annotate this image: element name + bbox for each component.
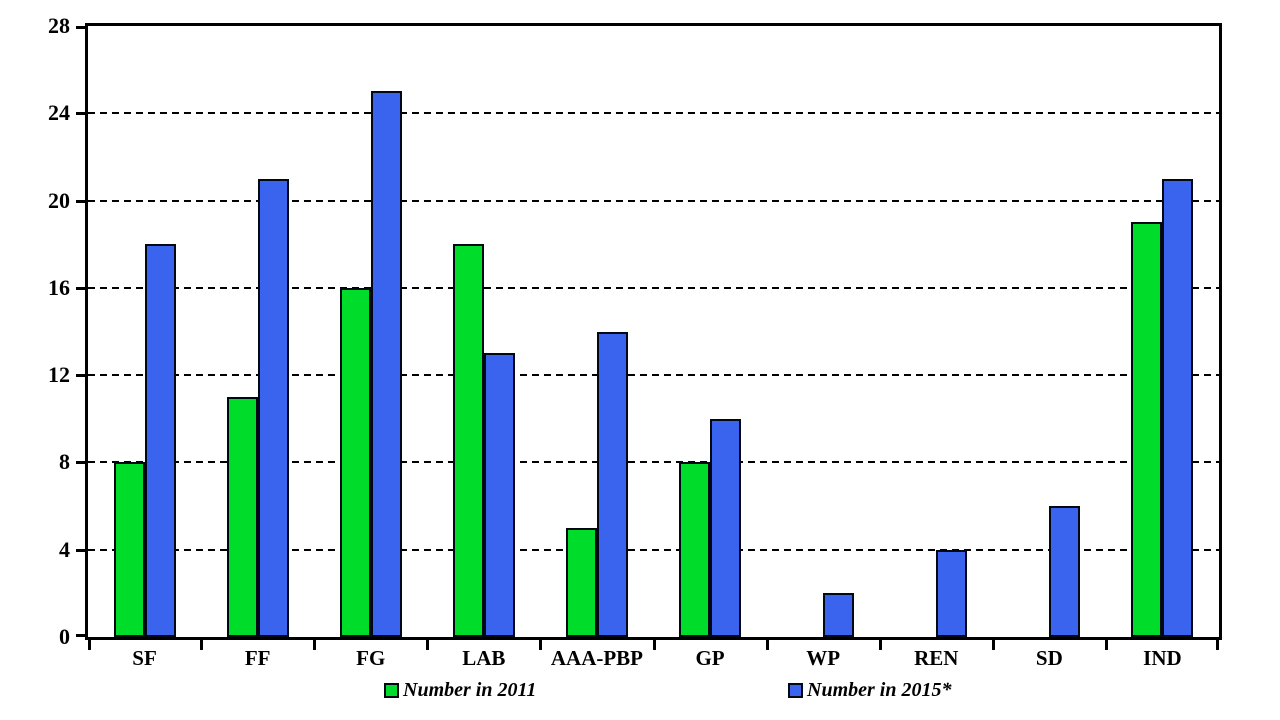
y-axis-label-20: 20: [48, 187, 70, 213]
x-axis-tick-9: [1104, 640, 1108, 650]
y-axis-tick-4: [76, 548, 85, 552]
y-axis-tick-24: [76, 112, 85, 116]
bar-2011-gp: [679, 462, 711, 637]
gridline-20: [88, 199, 1219, 202]
gridline-12: [88, 374, 1219, 377]
bar-2015-fg: [370, 91, 402, 637]
x-axis-tick-5: [652, 640, 656, 650]
x-axis-label-lab: LAB: [462, 646, 506, 670]
y-axis-tick-12: [76, 374, 85, 378]
x-axis-tick-2: [313, 640, 317, 650]
y-axis-label-24: 24: [48, 100, 70, 126]
x-axis-tick-4: [539, 640, 543, 650]
x-axis-label-fg: FG: [356, 646, 386, 670]
y-axis-label-4: 4: [59, 536, 70, 562]
x-axis-tick-7: [878, 640, 882, 650]
x-axis-tick-8: [991, 640, 995, 650]
x-axis-label-sf: SF: [132, 646, 157, 670]
x-axis-tick-10: [1216, 640, 1219, 650]
x-axis-label-sd: SD: [1035, 646, 1063, 670]
legend-swatch-2011: [384, 682, 399, 698]
y-axis-label-16: 16: [48, 274, 70, 300]
plot-area: 0 4 8 12 16 20 24 28 SF FF FG LAB AAA-PBP GP WP REN SD IN…: [48, 13, 1222, 670]
bar-2015-ren: [936, 549, 968, 637]
y-axis-tick-20: [76, 199, 85, 203]
legend-label-2015: Number in 2015*: [807, 679, 952, 701]
x-axis-label-wp: WP: [806, 646, 841, 670]
legend-item-2011: Number in 2011: [384, 679, 536, 701]
y-axis-label-8: 8: [59, 449, 70, 475]
gridline-24: [88, 112, 1219, 115]
x-axis-tick-6: [765, 640, 769, 650]
y-axis-label-12: 12: [48, 362, 70, 388]
bar-2011-sf: [113, 462, 145, 637]
bar-2015-sd: [1049, 506, 1081, 637]
bar-2011-lab: [452, 244, 484, 637]
bar-2015-lab: [483, 353, 515, 637]
x-axis-label-gp: GP: [695, 646, 725, 670]
y-axis-label-0: 0: [59, 624, 70, 649]
x-axis-tick-0: [88, 640, 91, 650]
y-axis-tick-16: [76, 286, 85, 290]
x-axis-label-ff: FF: [244, 646, 271, 670]
legend-swatch-2015: [788, 682, 803, 698]
bar-2015-gp: [710, 418, 742, 637]
bar-2011-ff: [226, 396, 258, 637]
bar-2015-sf: [144, 244, 176, 637]
x-axis-label-ren: REN: [914, 646, 959, 670]
x-axis-label-aaa-pbp: AAA-PBP: [550, 646, 644, 670]
x-axis-tick-3: [426, 640, 430, 650]
x-axis-tick-1: [200, 640, 204, 650]
gridline-16: [88, 286, 1219, 289]
gridline-4: [88, 548, 1219, 551]
x-axis-label-ind: IND: [1143, 646, 1182, 670]
y-axis-tick-8: [76, 461, 85, 465]
legend-label-2011: Number in 2011: [403, 679, 537, 701]
bar-2015-ind: [1162, 178, 1194, 637]
y-axis-label-28: 28: [48, 13, 70, 38]
bar-2011-fg: [339, 287, 371, 637]
legend-item-2015: Number in 2015*: [788, 679, 951, 701]
bar-2015-ff: [257, 178, 289, 637]
bar-2015-aaa-pbp: [596, 331, 628, 637]
bar-2011-aaa-pbp: [565, 527, 597, 637]
bar-2011-ind: [1131, 222, 1163, 637]
y-axis-tick-28: [76, 26, 85, 29]
y-axis-tick-0: [76, 634, 85, 637]
gridline-8: [88, 461, 1219, 464]
bar-2015-wp: [823, 593, 855, 637]
